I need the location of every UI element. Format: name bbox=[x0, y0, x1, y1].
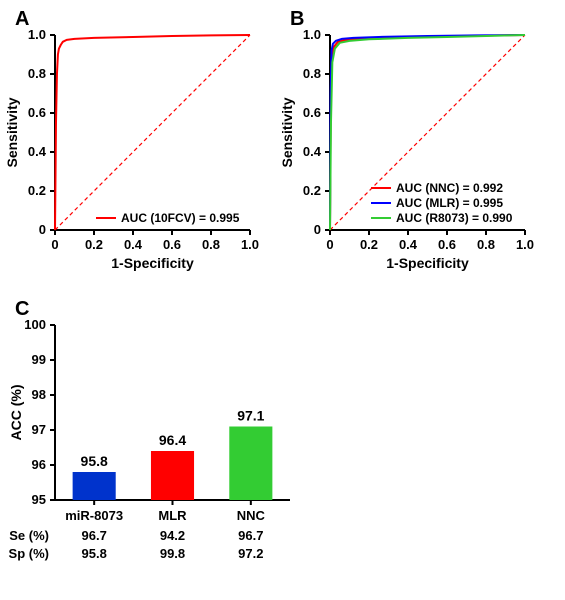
y-tick-label: 97 bbox=[32, 422, 46, 437]
x-tick-label: 0.4 bbox=[124, 237, 143, 252]
legend-label-NNC: AUC (NNC) = 0.992 bbox=[396, 181, 503, 195]
y-tick-label: 0.2 bbox=[28, 183, 46, 198]
x-tick-label: 0 bbox=[51, 237, 58, 252]
x-tick-label: 0.8 bbox=[477, 237, 495, 252]
footer-row-label-0: Se (%) bbox=[9, 528, 49, 543]
y-tick-label: 99 bbox=[32, 352, 46, 367]
diagonal-line bbox=[55, 35, 250, 230]
legend-label-10FCV: AUC (10FCV) = 0.995 bbox=[121, 211, 240, 225]
bar-MLR bbox=[151, 451, 194, 500]
panel-B: B00.20.40.60.81.000.20.40.60.81.0AUC (NN… bbox=[279, 8, 534, 271]
legend-label-R8073: AUC (R8073) = 0.990 bbox=[396, 211, 513, 225]
footer-cell-0-1: 94.2 bbox=[160, 528, 185, 543]
x-tick-label: 0 bbox=[326, 237, 333, 252]
y-tick-label: 0.2 bbox=[303, 183, 321, 198]
y-tick-label: 0.6 bbox=[303, 105, 321, 120]
panel-A: A00.20.40.60.81.000.20.40.60.81.0AUC (10… bbox=[4, 8, 259, 271]
x-tick-label: 0.2 bbox=[360, 237, 378, 252]
bar-value-miR-8073: 95.8 bbox=[81, 453, 108, 469]
bar-NNC bbox=[229, 427, 272, 501]
bar-category-miR-8073: miR-8073 bbox=[65, 508, 123, 523]
y-tick-label: 0.4 bbox=[303, 144, 322, 159]
x-tick-label: 0.8 bbox=[202, 237, 220, 252]
x-axis-label: 1-Specificity bbox=[386, 255, 469, 271]
y-tick-label: 0.6 bbox=[28, 105, 46, 120]
y-tick-label: 0.8 bbox=[303, 66, 321, 81]
x-tick-label: 0.2 bbox=[85, 237, 103, 252]
x-tick-label: 1.0 bbox=[516, 237, 534, 252]
bar-value-MLR: 96.4 bbox=[159, 432, 186, 448]
x-tick-label: 1.0 bbox=[241, 237, 259, 252]
y-tick-label: 100 bbox=[24, 317, 46, 332]
y-tick-label: 96 bbox=[32, 457, 46, 472]
y-tick-label: 1.0 bbox=[303, 27, 321, 42]
x-tick-label: 0.4 bbox=[399, 237, 418, 252]
figure-svg: A00.20.40.60.81.000.20.40.60.81.0AUC (10… bbox=[0, 0, 565, 600]
x-axis-label: 1-Specificity bbox=[111, 255, 194, 271]
y-axis-label: ACC (%) bbox=[8, 385, 24, 441]
footer-cell-0-0: 96.7 bbox=[82, 528, 107, 543]
x-tick-label: 0.6 bbox=[438, 237, 456, 252]
footer-cell-1-1: 99.8 bbox=[160, 546, 185, 561]
y-tick-label: 0 bbox=[39, 222, 46, 237]
y-tick-label: 0.4 bbox=[28, 144, 47, 159]
legend-label-MLR: AUC (MLR) = 0.995 bbox=[396, 196, 503, 210]
y-tick-label: 98 bbox=[32, 387, 46, 402]
bar-value-NNC: 97.1 bbox=[237, 408, 264, 424]
panel-C: C959697989910095.8miR-807396.4MLR97.1NNC… bbox=[8, 298, 290, 561]
footer-cell-1-0: 95.8 bbox=[82, 546, 107, 561]
legend: AUC (10FCV) = 0.995 bbox=[96, 211, 240, 225]
y-tick-label: 95 bbox=[32, 492, 46, 507]
y-tick-label: 1.0 bbox=[28, 27, 46, 42]
y-axis-label: Sensitivity bbox=[4, 97, 20, 167]
y-axis-label: Sensitivity bbox=[279, 97, 295, 167]
footer-cell-0-2: 96.7 bbox=[238, 528, 263, 543]
y-tick-label: 0 bbox=[314, 222, 321, 237]
x-tick-label: 0.6 bbox=[163, 237, 181, 252]
bar-category-MLR: MLR bbox=[158, 508, 187, 523]
footer-cell-1-2: 97.2 bbox=[238, 546, 263, 561]
footer-row-label-1: Sp (%) bbox=[9, 546, 49, 561]
bar-miR-8073 bbox=[73, 472, 116, 500]
bar-category-NNC: NNC bbox=[237, 508, 266, 523]
legend: AUC (NNC) = 0.992AUC (MLR) = 0.995AUC (R… bbox=[371, 181, 513, 225]
y-tick-label: 0.8 bbox=[28, 66, 46, 81]
